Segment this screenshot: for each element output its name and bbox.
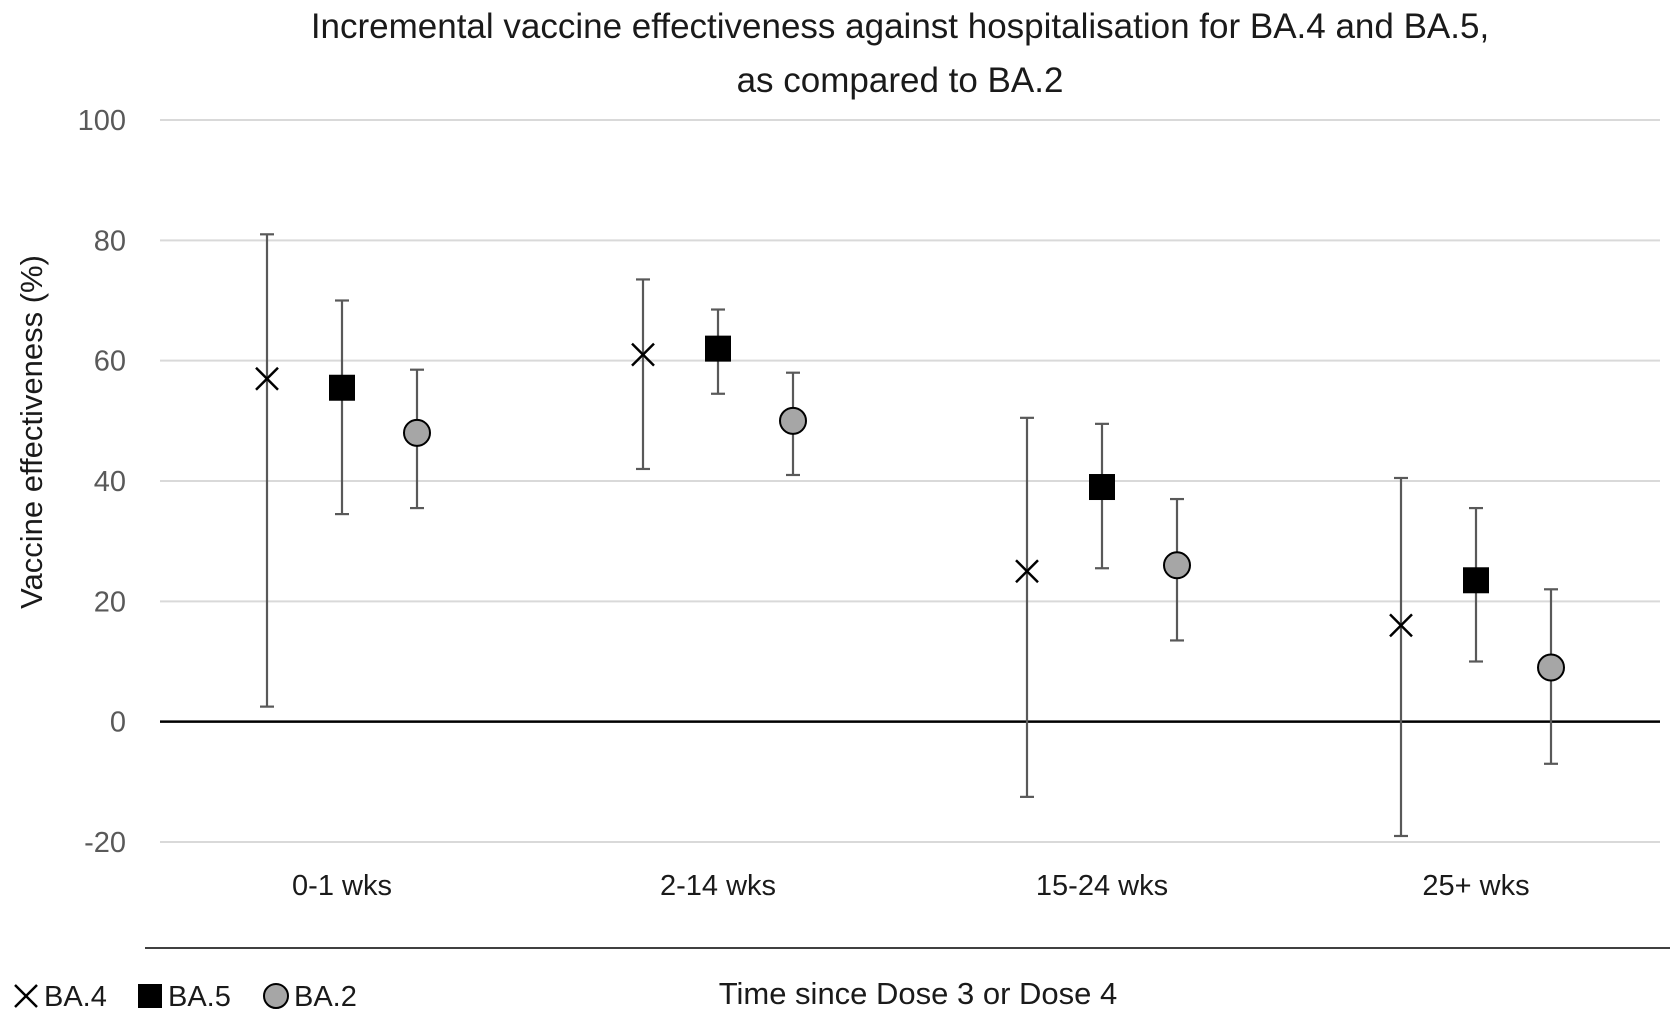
chart-title-line-2: as compared to BA.2 [737, 61, 1064, 100]
y-axis-ticks: -20 0 20 40 60 80 100 [78, 105, 126, 859]
data-point-ba4-2 [1015, 559, 1039, 584]
data-markers [255, 335, 1565, 682]
y-tick-label: 40 [94, 466, 126, 498]
error-bar-ba5-0 [335, 299, 349, 516]
legend-square-icon [138, 984, 162, 1008]
y-axis-title: Vaccine effectiveness (%) [14, 255, 49, 609]
error-bar-ba4-2 [1020, 416, 1034, 798]
y-tick-label: 100 [78, 105, 126, 137]
data-point-ba2-1 [779, 406, 807, 435]
data-point-ba4-0 [255, 366, 279, 391]
data-point-ba4-1 [631, 342, 655, 367]
data-point-ba2-3 [1537, 653, 1565, 682]
data-point-ba5-3 [1463, 567, 1489, 594]
y-tick-label: 60 [94, 346, 126, 378]
legend-item-ba2: BA.2 [263, 981, 357, 1013]
category-labels: 0-1 wks 2-14 wks 15-24 wks 25+ wks [292, 870, 1530, 902]
y-tick-label: 20 [94, 586, 126, 618]
legend-item-ba5: BA.5 [138, 981, 231, 1013]
error-bar-ba4-0 [260, 233, 274, 708]
x-axis-title: Time since Dose 3 or Dose 4 [719, 976, 1118, 1011]
legend-item-ba4: BA.4 [14, 981, 107, 1013]
data-point-ba5-2 [1089, 474, 1115, 501]
data-point-ba5-1 [705, 335, 731, 362]
legend-circle-icon [263, 983, 289, 1009]
chart-title-line-1: Incremental vaccine effectiveness agains… [311, 7, 1489, 46]
data-point-ba4-3 [1389, 613, 1413, 638]
y-tick-label: 0 [110, 707, 126, 739]
chart-title: Incremental vaccine effectiveness agains… [311, 7, 1489, 100]
category-label: 25+ wks [1422, 870, 1529, 902]
legend-label: BA.5 [168, 981, 231, 1013]
legend-label: BA.2 [294, 981, 357, 1013]
legend-x-icon [14, 984, 38, 1008]
data-point-ba5-0 [329, 374, 355, 401]
category-label: 2-14 wks [660, 870, 776, 902]
error-bar-ba4-1 [636, 278, 650, 471]
category-label: 15-24 wks [1036, 870, 1168, 902]
data-point-ba2-2 [1163, 551, 1191, 580]
legend: BA.4 BA.5 BA.2 [14, 981, 357, 1013]
y-tick-label: 80 [94, 225, 126, 257]
data-point-ba2-0 [403, 418, 431, 447]
category-label: 0-1 wks [292, 870, 392, 902]
error-bars [260, 233, 1558, 838]
gridlines [160, 119, 1660, 843]
error-bar-ba4-3 [1394, 476, 1408, 838]
legend-label: BA.4 [44, 981, 107, 1013]
y-tick-label: -20 [84, 827, 126, 859]
